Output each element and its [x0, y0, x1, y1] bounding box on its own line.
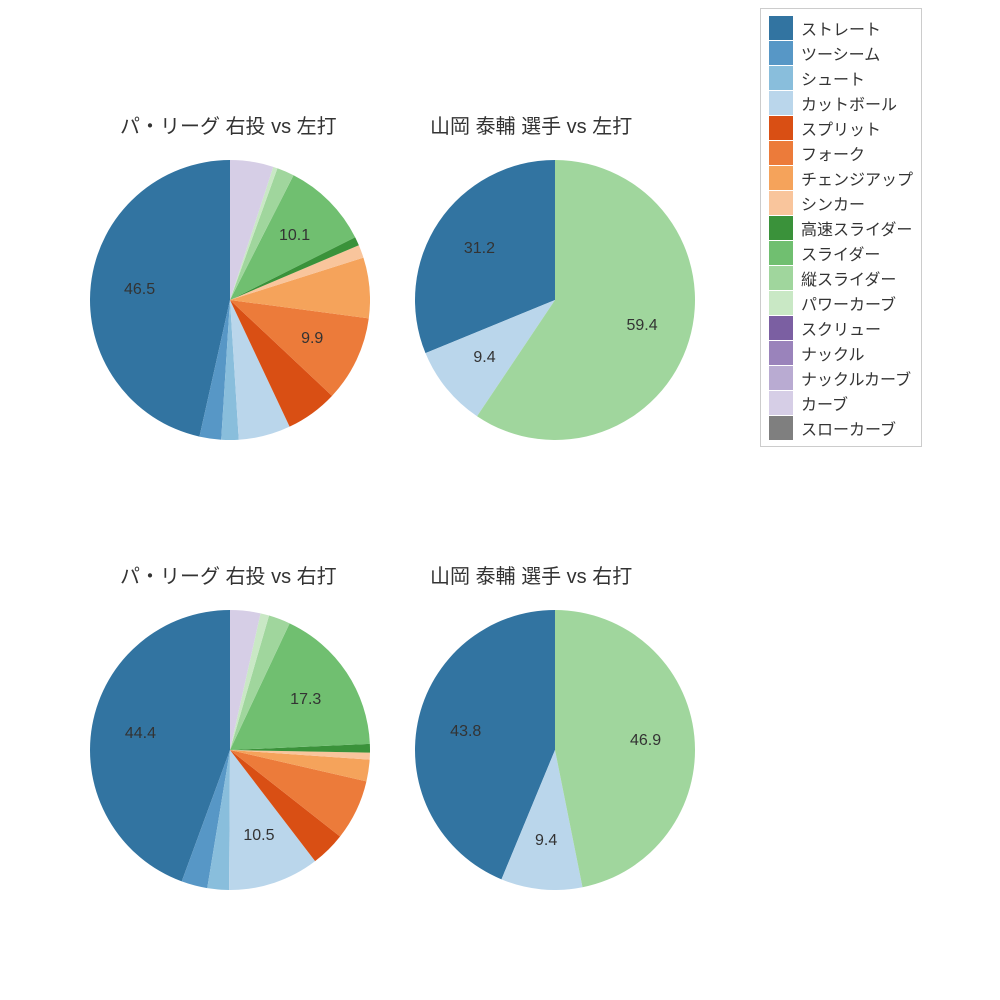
- pie-yamaoka-vs-rhb: 43.8 9.4 46.9: [415, 610, 695, 890]
- slice-label-v_slider: 59.4: [626, 317, 657, 335]
- legend-item-screw: スクリュー: [769, 315, 913, 340]
- legend-swatch-knuckle: [769, 341, 793, 365]
- legend-item-fast_slider: 高速スライダー: [769, 215, 913, 240]
- legend-label-shoot: シュート: [801, 66, 865, 90]
- legend-swatch-two_seam: [769, 41, 793, 65]
- legend-item-sinker: シンカー: [769, 190, 913, 215]
- legend-item-straight: ストレート: [769, 15, 913, 40]
- legend-label-cutball: カットボール: [801, 91, 897, 115]
- legend-item-curve: カーブ: [769, 390, 913, 415]
- legend-label-two_seam: ツーシーム: [801, 41, 880, 65]
- legend-item-changeup: チェンジアップ: [769, 165, 913, 190]
- legend-label-changeup: チェンジアップ: [801, 166, 913, 190]
- legend-swatch-cutball: [769, 91, 793, 115]
- slice-label-cutball: 10.5: [243, 827, 274, 845]
- legend-item-knuckle: ナックル: [769, 340, 913, 365]
- legend-swatch-slow_curve: [769, 416, 793, 440]
- slice-label-straight: 44.4: [125, 725, 156, 743]
- legend-item-v_slider: 縦スライダー: [769, 265, 913, 290]
- title-yamaoka-vs-lhb: 山岡 泰輔 選手 vs 左打: [430, 110, 632, 139]
- legend-item-shoot: シュート: [769, 65, 913, 90]
- slice-label-straight: 46.5: [124, 281, 155, 299]
- legend-item-split: スプリット: [769, 115, 913, 140]
- legend-label-screw: スクリュー: [801, 316, 881, 340]
- slice-label-slider: 10.1: [279, 227, 310, 245]
- legend-item-slow_curve: スローカーブ: [769, 415, 913, 440]
- legend-item-knuckle_curve: ナックルカーブ: [769, 365, 913, 390]
- slice-label-cutball: 9.4: [473, 349, 495, 367]
- legend-label-slider: スライダー: [801, 241, 880, 265]
- title-yamaoka-vs-rhb: 山岡 泰輔 選手 vs 右打: [430, 560, 632, 589]
- legend-swatch-fork: [769, 141, 793, 165]
- legend-label-sinker: シンカー: [801, 191, 865, 215]
- pie-pl-rhp-vs-lhb: 46.5 9.9 10.1: [90, 160, 370, 440]
- legend-label-slow_curve: スローカーブ: [801, 416, 896, 440]
- legend-swatch-screw: [769, 316, 793, 340]
- legend-label-knuckle_curve: ナックルカーブ: [801, 366, 911, 390]
- legend-label-straight: ストレート: [801, 16, 881, 40]
- legend-swatch-knuckle_curve: [769, 366, 793, 390]
- legend-item-slider: スライダー: [769, 240, 913, 265]
- legend-swatch-split: [769, 116, 793, 140]
- pitch-type-pie-grid: 46.5 9.9 10.1 パ・リーグ 右投 vs 左打 31.2 9.4 59.4 山岡 泰…: [0, 0, 1000, 1000]
- slice-label-straight: 43.8: [450, 723, 481, 741]
- legend-swatch-straight: [769, 16, 793, 40]
- legend-swatch-sinker: [769, 191, 793, 215]
- legend-swatch-fast_slider: [769, 216, 793, 240]
- slice-label-slider: 17.3: [290, 691, 321, 709]
- legend-label-v_slider: 縦スライダー: [801, 266, 896, 290]
- slice-label-straight: 31.2: [464, 240, 495, 258]
- legend-swatch-v_slider: [769, 266, 793, 290]
- title-pl-rhp-vs-lhb: パ・リーグ 右投 vs 左打: [120, 110, 337, 139]
- slice-v_slider: [555, 610, 695, 887]
- legend-item-cutball: カットボール: [769, 90, 913, 115]
- legend-label-knuckle: ナックル: [801, 341, 865, 365]
- legend-swatch-shoot: [769, 66, 793, 90]
- legend-item-power_curve: パワーカーブ: [769, 290, 913, 315]
- legend-label-curve: カーブ: [801, 391, 848, 415]
- legend-label-fork: フォーク: [801, 141, 865, 165]
- legend-swatch-curve: [769, 391, 793, 415]
- legend: ストレートツーシームシュートカットボールスプリットフォークチェンジアップシンカー…: [760, 8, 922, 447]
- legend-swatch-slider: [769, 241, 793, 265]
- pie-pl-rhp-vs-rhb: 44.4 10.5 17.3: [90, 610, 370, 890]
- slice-label-v_slider: 46.9: [630, 732, 661, 750]
- legend-swatch-power_curve: [769, 291, 793, 315]
- legend-swatch-changeup: [769, 166, 793, 190]
- legend-item-two_seam: ツーシーム: [769, 40, 913, 65]
- legend-label-power_curve: パワーカーブ: [801, 291, 896, 315]
- slice-label-fork: 9.9: [301, 330, 323, 348]
- legend-item-fork: フォーク: [769, 140, 913, 165]
- slice-label-cutball: 9.4: [535, 832, 557, 850]
- legend-label-fast_slider: 高速スライダー: [801, 216, 912, 240]
- legend-label-split: スプリット: [801, 116, 881, 140]
- title-pl-rhp-vs-rhb: パ・リーグ 右投 vs 右打: [120, 560, 337, 589]
- pie-yamaoka-vs-lhb: 31.2 9.4 59.4: [415, 160, 695, 440]
